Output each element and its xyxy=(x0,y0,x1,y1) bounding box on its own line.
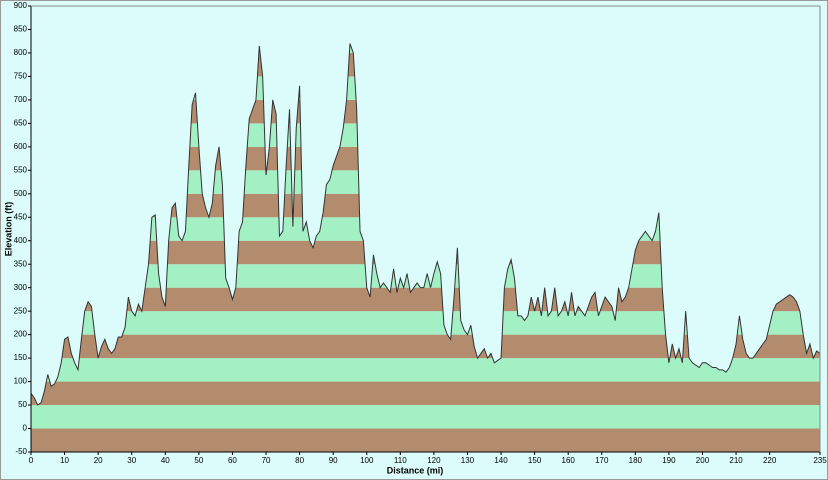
y-tick-label: 650 xyxy=(14,118,28,127)
x-tick-label: 235 xyxy=(813,456,827,465)
y-tick-label: 50 xyxy=(18,400,27,409)
x-tick-label: 220 xyxy=(763,456,777,465)
x-tick-label: 110 xyxy=(394,456,407,465)
x-tick-label: 210 xyxy=(729,456,743,465)
y-tick-label: 550 xyxy=(14,165,28,174)
x-tick-label: 180 xyxy=(629,456,643,465)
elevation-band xyxy=(31,358,820,382)
y-tick-label: 500 xyxy=(14,189,28,198)
y-tick-label: 350 xyxy=(14,259,28,268)
elevation-band xyxy=(31,405,820,429)
x-tick-label: 50 xyxy=(194,456,203,465)
x-tick-label: 140 xyxy=(494,456,508,465)
x-tick-label: 30 xyxy=(127,456,136,465)
elevation-band xyxy=(31,311,820,335)
x-tick-label: 200 xyxy=(696,456,710,465)
x-tick-label: 40 xyxy=(161,456,170,465)
y-tick-label: 850 xyxy=(14,25,28,34)
y-tick-label: 300 xyxy=(14,283,28,292)
x-tick-label: 0 xyxy=(29,456,34,465)
x-tick-label: 120 xyxy=(427,456,441,465)
x-tick-label: 160 xyxy=(562,456,576,465)
y-tick-label: 800 xyxy=(14,48,28,57)
y-tick-label: 700 xyxy=(14,95,28,104)
y-tick-label: 250 xyxy=(14,306,28,315)
y-tick-label: 450 xyxy=(14,212,28,221)
x-tick-label: 20 xyxy=(94,456,103,465)
y-tick-label: 100 xyxy=(14,377,28,386)
x-tick-label: 10 xyxy=(60,456,69,465)
x-tick-label: 90 xyxy=(329,456,338,465)
y-tick-label: 200 xyxy=(14,330,28,339)
elevation-line xyxy=(30,43,821,406)
elevation-band xyxy=(31,381,820,406)
x-tick-label: 170 xyxy=(595,456,609,465)
y-tick-label: 750 xyxy=(14,72,28,81)
x-tick-label: 190 xyxy=(662,456,676,465)
x-tick-label: 60 xyxy=(228,456,237,465)
y-tick-label: 0 xyxy=(23,424,28,433)
y-axis-label: Elevation (ft) xyxy=(3,202,13,257)
elevation-band xyxy=(31,428,820,452)
x-tick-label: 100 xyxy=(360,456,374,465)
x-tick-label: 80 xyxy=(295,456,304,465)
y-tick-label: 150 xyxy=(14,353,28,362)
y-tick-label: -50 xyxy=(15,447,27,456)
elevation-band xyxy=(31,334,820,359)
x-tick-label: 150 xyxy=(528,456,542,465)
y-tick-label: 400 xyxy=(14,236,28,245)
x-axis-label: Distance (mi) xyxy=(387,465,444,475)
x-tick-label: 70 xyxy=(262,456,271,465)
x-tick-label: 130 xyxy=(461,456,475,465)
y-tick-label: 900 xyxy=(14,1,28,10)
y-tick-label: 600 xyxy=(14,142,28,151)
